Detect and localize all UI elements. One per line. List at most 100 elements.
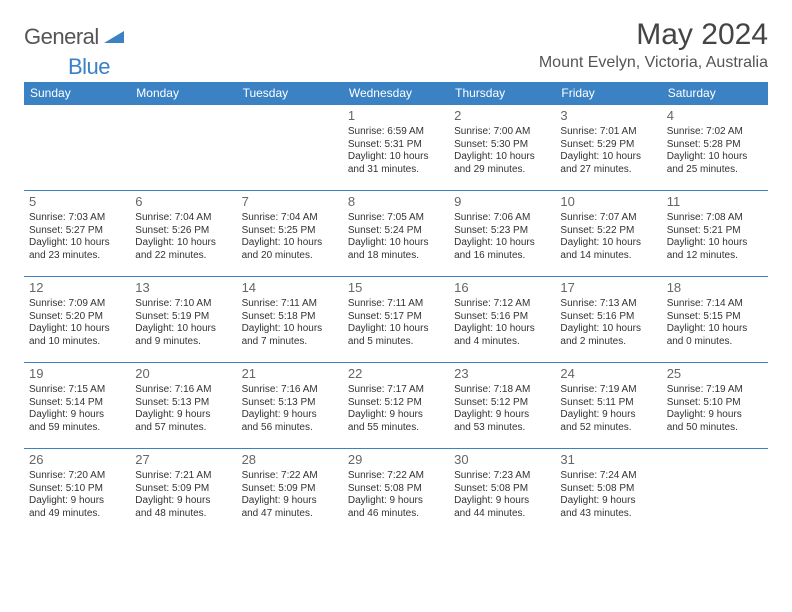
calendar-day-cell: 28Sunrise: 7:22 AMSunset: 5:09 PMDayligh… — [237, 449, 343, 535]
daylight-text: and 14 minutes. — [560, 250, 656, 263]
sunrise-text: Sunrise: 7:05 AM — [348, 212, 444, 225]
daylight-text: and 44 minutes. — [454, 508, 550, 521]
daylight-text: and 2 minutes. — [560, 336, 656, 349]
daylight-text: Daylight: 9 hours — [135, 409, 231, 422]
day-number: 24 — [560, 366, 656, 382]
daylight-text: Daylight: 10 hours — [242, 237, 338, 250]
calendar-day-cell: 22Sunrise: 7:17 AMSunset: 5:12 PMDayligh… — [343, 363, 449, 449]
sunrise-text: Sunrise: 7:00 AM — [454, 126, 550, 139]
day-number: 3 — [560, 108, 656, 124]
sunrise-text: Sunrise: 7:13 AM — [560, 298, 656, 311]
daylight-text: and 25 minutes. — [667, 164, 763, 177]
sunset-text: Sunset: 5:25 PM — [242, 225, 338, 238]
sunrise-text: Sunrise: 7:09 AM — [29, 298, 125, 311]
calendar-day-cell: 15Sunrise: 7:11 AMSunset: 5:17 PMDayligh… — [343, 277, 449, 363]
calendar-day-cell: 20Sunrise: 7:16 AMSunset: 5:13 PMDayligh… — [130, 363, 236, 449]
sunrise-text: Sunrise: 7:22 AM — [242, 470, 338, 483]
day-number: 15 — [348, 280, 444, 296]
sunrise-text: Sunrise: 7:24 AM — [560, 470, 656, 483]
sunset-text: Sunset: 5:28 PM — [667, 139, 763, 152]
sunset-text: Sunset: 5:27 PM — [29, 225, 125, 238]
daylight-text: Daylight: 10 hours — [667, 323, 763, 336]
sunrise-text: Sunrise: 7:19 AM — [667, 384, 763, 397]
sunrise-text: Sunrise: 7:22 AM — [348, 470, 444, 483]
calendar-day-cell: 26Sunrise: 7:20 AMSunset: 5:10 PMDayligh… — [24, 449, 130, 535]
calendar-page: General May 2024 Mount Evelyn, Victoria,… — [0, 0, 792, 553]
calendar-day-cell: 24Sunrise: 7:19 AMSunset: 5:11 PMDayligh… — [555, 363, 661, 449]
weekday-header: Thursday — [449, 82, 555, 105]
sunset-text: Sunset: 5:29 PM — [560, 139, 656, 152]
calendar-empty-cell — [237, 105, 343, 191]
calendar-day-cell: 29Sunrise: 7:22 AMSunset: 5:08 PMDayligh… — [343, 449, 449, 535]
sunset-text: Sunset: 5:23 PM — [454, 225, 550, 238]
sunset-text: Sunset: 5:19 PM — [135, 311, 231, 324]
calendar-empty-cell — [130, 105, 236, 191]
day-number: 21 — [242, 366, 338, 382]
calendar-day-cell: 8Sunrise: 7:05 AMSunset: 5:24 PMDaylight… — [343, 191, 449, 277]
daylight-text: Daylight: 10 hours — [454, 323, 550, 336]
day-number: 31 — [560, 452, 656, 468]
sunset-text: Sunset: 5:22 PM — [560, 225, 656, 238]
brand-logo: General — [24, 24, 126, 50]
day-number: 20 — [135, 366, 231, 382]
daylight-text: Daylight: 10 hours — [454, 237, 550, 250]
sunrise-text: Sunrise: 7:19 AM — [560, 384, 656, 397]
sunrise-text: Sunrise: 7:14 AM — [667, 298, 763, 311]
daylight-text: and 16 minutes. — [454, 250, 550, 263]
calendar-table: SundayMondayTuesdayWednesdayThursdayFrid… — [24, 82, 768, 535]
calendar-day-cell: 2Sunrise: 7:00 AMSunset: 5:30 PMDaylight… — [449, 105, 555, 191]
calendar-day-cell: 6Sunrise: 7:04 AMSunset: 5:26 PMDaylight… — [130, 191, 236, 277]
sunrise-text: Sunrise: 7:15 AM — [29, 384, 125, 397]
sunrise-text: Sunrise: 7:06 AM — [454, 212, 550, 225]
daylight-text: and 53 minutes. — [454, 422, 550, 435]
daylight-text: Daylight: 10 hours — [454, 151, 550, 164]
calendar-day-cell: 21Sunrise: 7:16 AMSunset: 5:13 PMDayligh… — [237, 363, 343, 449]
brand-triangle-icon — [104, 27, 124, 48]
daylight-text: Daylight: 10 hours — [135, 237, 231, 250]
sunset-text: Sunset: 5:16 PM — [560, 311, 656, 324]
sunset-text: Sunset: 5:16 PM — [454, 311, 550, 324]
daylight-text: and 55 minutes. — [348, 422, 444, 435]
day-number: 13 — [135, 280, 231, 296]
sunrise-text: Sunrise: 7:17 AM — [348, 384, 444, 397]
month-title: May 2024 — [539, 18, 768, 52]
sunset-text: Sunset: 5:12 PM — [454, 397, 550, 410]
daylight-text: and 4 minutes. — [454, 336, 550, 349]
daylight-text: Daylight: 9 hours — [560, 409, 656, 422]
day-number: 6 — [135, 194, 231, 210]
calendar-day-cell: 1Sunrise: 6:59 AMSunset: 5:31 PMDaylight… — [343, 105, 449, 191]
sunrise-text: Sunrise: 7:11 AM — [348, 298, 444, 311]
sunrise-text: Sunrise: 7:18 AM — [454, 384, 550, 397]
sunrise-text: Sunrise: 6:59 AM — [348, 126, 444, 139]
sunset-text: Sunset: 5:10 PM — [29, 483, 125, 496]
daylight-text: Daylight: 10 hours — [135, 323, 231, 336]
sunset-text: Sunset: 5:21 PM — [667, 225, 763, 238]
calendar-day-cell: 25Sunrise: 7:19 AMSunset: 5:10 PMDayligh… — [662, 363, 768, 449]
daylight-text: Daylight: 10 hours — [560, 323, 656, 336]
sunrise-text: Sunrise: 7:03 AM — [29, 212, 125, 225]
calendar-day-cell: 5Sunrise: 7:03 AMSunset: 5:27 PMDaylight… — [24, 191, 130, 277]
sunset-text: Sunset: 5:09 PM — [242, 483, 338, 496]
calendar-day-cell: 30Sunrise: 7:23 AMSunset: 5:08 PMDayligh… — [449, 449, 555, 535]
daylight-text: Daylight: 10 hours — [29, 237, 125, 250]
sunrise-text: Sunrise: 7:02 AM — [667, 126, 763, 139]
day-number: 30 — [454, 452, 550, 468]
calendar-empty-cell — [662, 449, 768, 535]
sunrise-text: Sunrise: 7:04 AM — [242, 212, 338, 225]
day-number: 19 — [29, 366, 125, 382]
daylight-text: Daylight: 10 hours — [667, 151, 763, 164]
sunrise-text: Sunrise: 7:08 AM — [667, 212, 763, 225]
day-number: 10 — [560, 194, 656, 210]
calendar-day-cell: 31Sunrise: 7:24 AMSunset: 5:08 PMDayligh… — [555, 449, 661, 535]
day-number: 26 — [29, 452, 125, 468]
sunrise-text: Sunrise: 7:12 AM — [454, 298, 550, 311]
daylight-text: Daylight: 9 hours — [135, 495, 231, 508]
calendar-week-row: 26Sunrise: 7:20 AMSunset: 5:10 PMDayligh… — [24, 449, 768, 535]
sunset-text: Sunset: 5:13 PM — [135, 397, 231, 410]
calendar-week-row: 19Sunrise: 7:15 AMSunset: 5:14 PMDayligh… — [24, 363, 768, 449]
daylight-text: Daylight: 9 hours — [667, 409, 763, 422]
sunset-text: Sunset: 5:09 PM — [135, 483, 231, 496]
daylight-text: and 20 minutes. — [242, 250, 338, 263]
day-number: 1 — [348, 108, 444, 124]
sunset-text: Sunset: 5:26 PM — [135, 225, 231, 238]
